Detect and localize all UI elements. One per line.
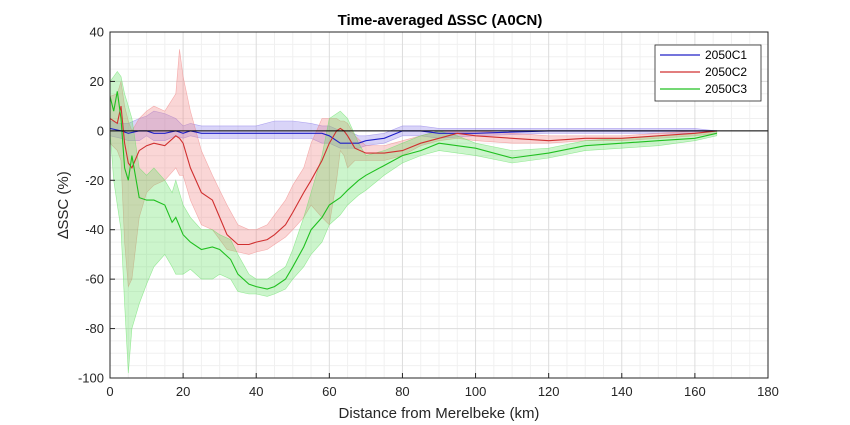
legend-label-2050C1: 2050C1 — [705, 48, 747, 62]
axes-box — [109, 31, 769, 379]
x-tick-label: 100 — [465, 384, 487, 399]
x-tick-label: 40 — [249, 384, 263, 399]
legend: 2050C1 2050C2 2050C3 — [654, 44, 762, 102]
series-line-2050C3 — [110, 91, 717, 290]
y-tick-label: -40 — [85, 222, 104, 237]
x-tick-label: 60 — [322, 384, 336, 399]
legend-label-2050C3: 2050C3 — [705, 82, 747, 96]
confidence-band-2050C3 — [110, 70, 718, 374]
chart-title: Time-averaged ∆SSC (A0CN) — [338, 12, 543, 29]
y-axis-ticks: 40 20 0 -20 -40 -60 -80 -100 — [78, 25, 115, 386]
x-tick-label: 180 — [757, 384, 779, 399]
series-line-2050C2 — [110, 105, 717, 246]
y-tick-label: 40 — [90, 25, 104, 40]
x-tick-label: 80 — [395, 384, 409, 399]
x-tick-label: 120 — [538, 384, 560, 399]
minor-grid — [110, 32, 768, 378]
y-tick-label: -80 — [85, 321, 104, 336]
series-layer — [110, 49, 718, 374]
y-axis-label: ∆SSC (%) — [55, 171, 72, 239]
legend-box — [654, 44, 762, 102]
x-axis-ticks: 0 20 40 60 80 100 120 140 160 180 — [106, 373, 779, 399]
series-line-2050C1 — [110, 127, 717, 144]
y-tick-label: -100 — [78, 371, 104, 386]
x-tick-label: 20 — [176, 384, 190, 399]
legend-label-2050C2: 2050C2 — [705, 65, 747, 79]
y-tick-label: -20 — [85, 173, 104, 188]
y-tick-label: 20 — [90, 74, 104, 89]
x-tick-label: 160 — [684, 384, 706, 399]
y-tick-label: -60 — [85, 272, 104, 287]
x-tick-label: 140 — [611, 384, 633, 399]
x-axis-label: Distance from Merelbeke (km) — [339, 405, 540, 422]
x-tick-label: 0 — [106, 384, 113, 399]
y-tick-label: 0 — [97, 123, 104, 138]
